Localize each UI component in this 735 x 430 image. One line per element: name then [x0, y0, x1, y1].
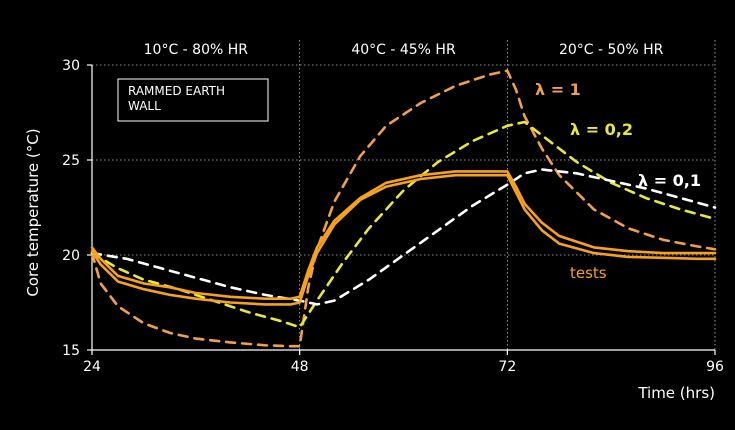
series-line-5 — [90, 173, 717, 306]
annotation-text-1: RAMMED EARTH — [128, 84, 225, 98]
series-line-4 — [90, 170, 717, 301]
annotation-box — [117, 78, 269, 122]
phase-label-1: 10°C - 80% HR — [144, 42, 249, 58]
y-tick-label-15: 15 — [62, 343, 80, 359]
label-lambda-0-2: λ = 0,2 — [570, 120, 633, 139]
text-layer: 10°C - 80% HR 40°C - 45% HR 20°C - 50% HR R… — [117, 42, 701, 282]
series-line-3 — [90, 168, 717, 306]
axes: 15 20 25 30 24 48 72 96 Core temperature (°C) Tim… — [24, 58, 724, 402]
y-tick-label-20: 20 — [62, 248, 80, 264]
label-lambda-0-1: λ = 0,1 — [638, 171, 701, 190]
phase-label-2: 40°C - 45% HR — [351, 42, 456, 58]
x-tick-label-24: 24 — [83, 359, 101, 375]
series-line-2 — [90, 120, 717, 329]
label-lambda-1: λ = 1 — [535, 80, 581, 99]
x-tick-label-48: 48 — [291, 359, 309, 375]
annotation-text-2: WALL — [128, 99, 161, 113]
phase-label-3: 20°C - 50% HR — [559, 42, 664, 58]
x-tick-label-72: 72 — [498, 359, 516, 375]
series-line-1 — [90, 69, 717, 348]
series-layer — [90, 69, 717, 348]
y-tick-label-30: 30 — [62, 58, 80, 74]
x-tick-label-96: 96 — [706, 359, 724, 375]
y-axis-title: Core temperature (°C) — [24, 128, 42, 296]
label-tests: tests — [570, 264, 607, 282]
y-tick-label-25: 25 — [62, 153, 80, 169]
x-axis-title: Time (hrs) — [637, 384, 715, 402]
